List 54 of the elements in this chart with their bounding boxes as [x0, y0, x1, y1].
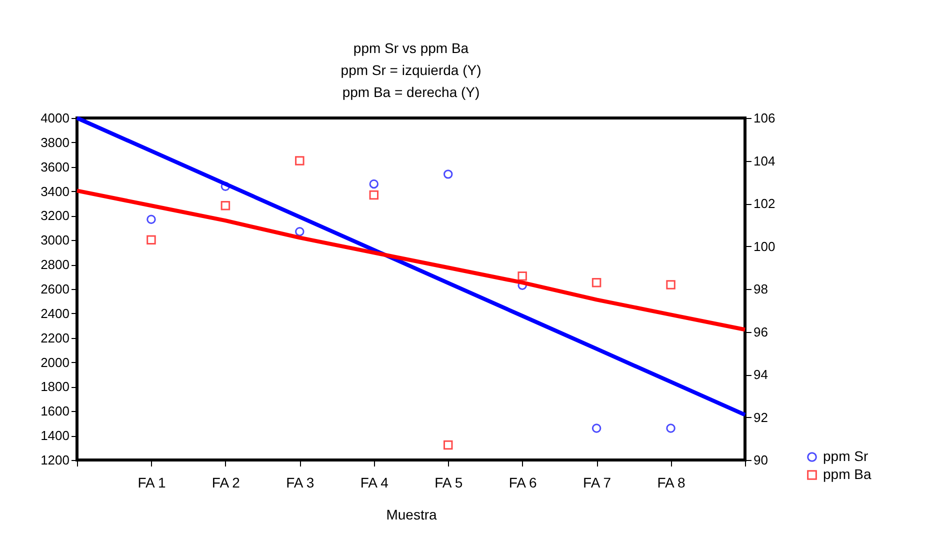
x-tick-label: FA 8 — [657, 474, 686, 490]
y2-tick-label: 100 — [754, 238, 776, 254]
x-tick-label: FA 5 — [434, 474, 463, 490]
x-tick-label: FA 6 — [508, 474, 538, 490]
y2-tick-label: 94 — [754, 367, 768, 382]
y-tick-label: 2400 — [40, 306, 70, 321]
point — [518, 272, 527, 281]
point — [146, 235, 156, 244]
y-tick-label: 2200 — [40, 330, 70, 346]
point — [369, 179, 379, 189]
legend-label: ppm Sr — [823, 448, 868, 464]
x-tick-label: FA 2 — [212, 474, 240, 490]
y2-tick-label: 98 — [754, 282, 768, 296]
y-tick-label: 1400 — [40, 428, 70, 444]
point — [295, 156, 304, 166]
point — [592, 278, 602, 288]
point — [443, 440, 453, 450]
y2-tick-label: 104 — [754, 153, 776, 168]
x-tick-label: FA 3 — [286, 474, 314, 490]
y-tick-label: 2000 — [40, 354, 70, 370]
legend-label: ppm Ba — [823, 466, 872, 482]
x-tick-label: FA 4 — [360, 474, 389, 490]
y2-tick-label: 102 — [754, 196, 776, 211]
y-tick-label: 1200 — [40, 452, 70, 468]
y-tick-label: 1600 — [40, 404, 70, 419]
line-series — [75, 116, 747, 417]
point — [666, 280, 676, 290]
y-tick-label: 1800 — [40, 379, 70, 394]
point — [220, 182, 230, 192]
point — [666, 424, 676, 433]
y-tick-label: 3400 — [40, 184, 70, 199]
x-tick-label: FA 1 — [138, 474, 166, 490]
point — [369, 190, 379, 200]
point — [592, 424, 602, 433]
point — [220, 201, 230, 210]
y-tick-label: 4000 — [40, 110, 70, 126]
y2-tick-label: 96 — [754, 324, 768, 340]
point — [295, 226, 304, 236]
y-tick-label: 2800 — [40, 257, 70, 272]
x-axis-title: Muestra — [386, 506, 437, 522]
y-tick-label: 2600 — [40, 282, 70, 296]
point — [146, 214, 156, 224]
y-tick-label: 3600 — [40, 159, 70, 174]
y2-tick-label: 106 — [754, 110, 776, 126]
y-tick-label: 3000 — [40, 232, 70, 248]
chart-title: ppm Sr vs ppm Ba — [353, 40, 469, 56]
line-series — [75, 188, 747, 332]
x-tick-label: FA 7 — [583, 474, 612, 490]
point — [443, 170, 453, 179]
y-tick-label: 3800 — [40, 134, 70, 150]
y2-tick-label: 90 — [754, 452, 768, 468]
y2-tick-label: 92 — [754, 410, 768, 425]
y-tick-label: 3200 — [40, 208, 70, 224]
chart-subtitle: ppm Sr = izquierda (Y) ppm Ba = derecha (Y) — [340, 62, 482, 100]
